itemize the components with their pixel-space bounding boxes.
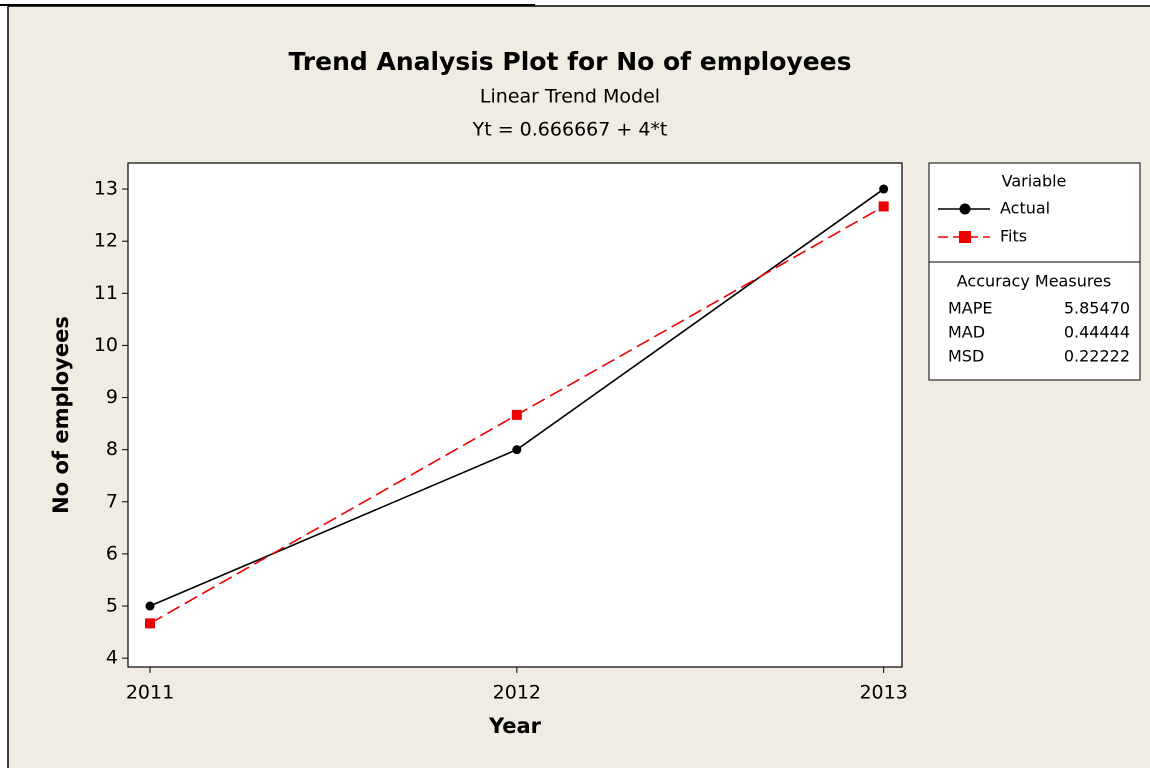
accuracy-name: MSD — [948, 347, 984, 366]
legend-title: Variable — [1002, 172, 1067, 191]
x-tick-label: 2013 — [859, 682, 907, 704]
y-tick-label: 7 — [106, 490, 118, 512]
point — [145, 601, 155, 611]
y-tick-label: 12 — [94, 230, 118, 252]
accuracy-name: MAPE — [948, 299, 993, 318]
point — [145, 618, 156, 629]
accuracy-box — [928, 261, 1141, 381]
point — [878, 201, 889, 212]
x-tick-label: 2011 — [126, 682, 174, 704]
legend-label: Actual — [1000, 199, 1050, 218]
accuracy-value: 5.85470 — [1064, 299, 1130, 318]
y-tick-label: 8 — [106, 438, 118, 460]
accuracy-name: MAD — [948, 323, 985, 342]
accuracy-value: 0.22222 — [1064, 347, 1130, 366]
equation: Yt = 0.666667 + 4*t — [472, 119, 668, 141]
x-tick-label: 2012 — [493, 682, 541, 704]
chart-title: Trend Analysis Plot for No of employees — [288, 47, 851, 76]
legend-marker — [959, 203, 971, 215]
y-tick-label: 4 — [106, 647, 118, 669]
legend-label: Fits — [1000, 227, 1027, 246]
y-tick-label: 9 — [106, 386, 118, 408]
point — [512, 445, 522, 455]
subtitle: Linear Trend Model — [480, 86, 660, 108]
y-axis-label: No of employees — [49, 316, 73, 514]
point — [511, 409, 522, 420]
y-tick-label: 13 — [94, 178, 118, 200]
y-tick-label: 5 — [106, 595, 118, 617]
x-axis-label: Year — [488, 714, 542, 738]
legend-marker — [959, 231, 971, 243]
y-tick-label: 6 — [106, 542, 118, 564]
y-tick-label: 10 — [94, 334, 118, 356]
y-tick-label: 11 — [94, 282, 118, 304]
accuracy-title: Accuracy Measures — [957, 272, 1111, 291]
accuracy-value: 0.44444 — [1064, 323, 1130, 342]
point — [879, 184, 889, 194]
